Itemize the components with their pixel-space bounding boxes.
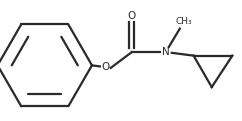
- Text: O: O: [128, 11, 136, 21]
- Text: O: O: [101, 62, 109, 72]
- Text: CH₃: CH₃: [176, 17, 192, 26]
- Text: N: N: [162, 47, 170, 57]
